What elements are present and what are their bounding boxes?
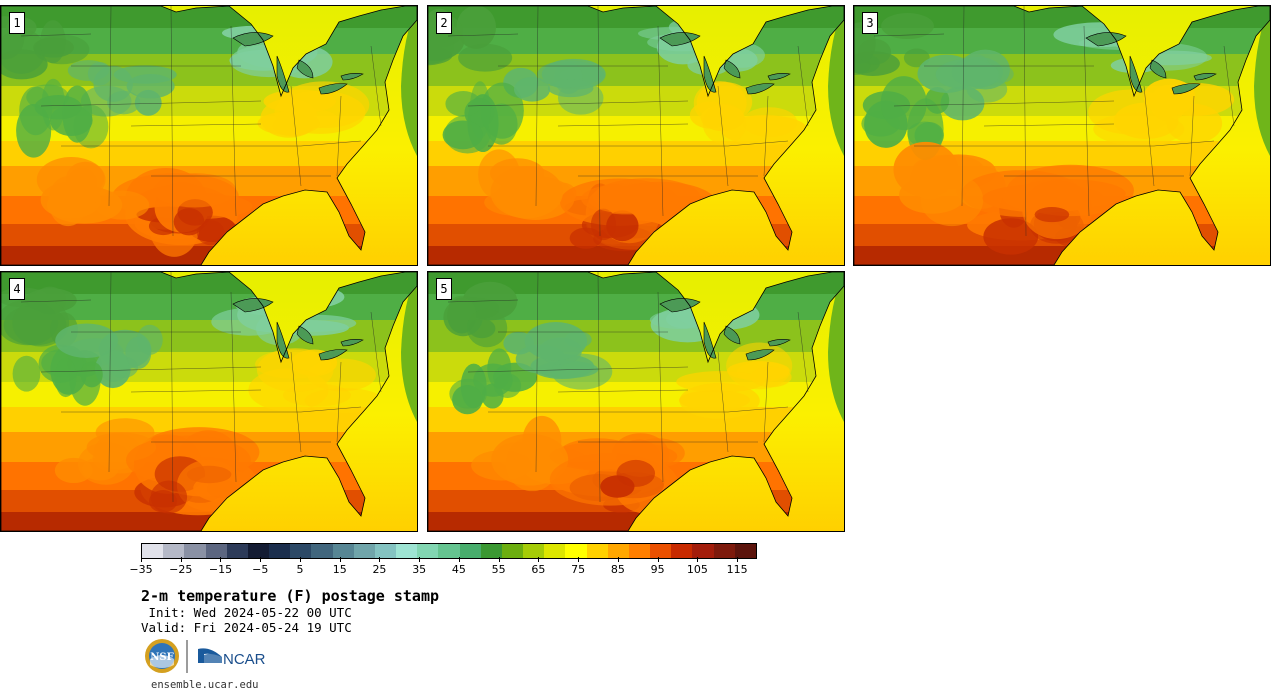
colorbar-tick-mark xyxy=(299,557,301,562)
colorbar-swatch xyxy=(205,544,227,558)
colorbar-swatch xyxy=(523,544,545,558)
colorbar-tick-label: 85 xyxy=(610,563,625,576)
colorbar-swatch xyxy=(142,544,164,558)
colorbar-tick-label: 105 xyxy=(686,563,708,576)
colorbar-swatch xyxy=(417,544,439,558)
colorbar-swatch xyxy=(290,544,312,558)
valid-time: Valid: Fri 2024-05-24 19 UTC xyxy=(141,620,352,635)
member-label: 5 xyxy=(436,278,452,300)
colorbar-swatch xyxy=(650,544,672,558)
colorbar-swatch xyxy=(628,544,651,558)
ncar-logo-icon: NCAR xyxy=(198,648,266,668)
colorbar-swatch xyxy=(480,544,502,558)
ensemble-member-map-4: 4 xyxy=(0,271,418,532)
temperature-map xyxy=(854,6,1270,265)
colorbar-swatch xyxy=(184,544,206,558)
colorbar-swatch xyxy=(692,544,714,558)
colorbar-tick-mark xyxy=(339,557,341,562)
colorbar-tick-label: 65 xyxy=(531,563,546,576)
website-url: ensemble.ucar.edu xyxy=(151,679,259,691)
ensemble-member-map-5: 5 xyxy=(427,271,845,532)
svg-text:NCAR: NCAR xyxy=(223,651,266,668)
colorbar-tick-mark xyxy=(737,557,739,562)
colorbar-tick-mark xyxy=(697,557,699,562)
temperature-map xyxy=(1,6,417,265)
member-label: 2 xyxy=(436,12,452,34)
colorbar-tick-mark xyxy=(498,557,500,562)
nsf-logo-icon: NSF xyxy=(145,639,179,673)
colorbar-swatch xyxy=(544,544,566,558)
colorbar-tick-label: −5 xyxy=(252,563,269,576)
colorbar-swatch xyxy=(311,544,333,558)
colorbar-swatch xyxy=(374,544,397,558)
colorbar-tick-mark xyxy=(220,557,222,562)
colorbar-swatch xyxy=(438,544,460,558)
colorbar-ticks: −35 −25 −15 −5 5 15 25 35 45 55 65 75 85 95 105 115 xyxy=(129,557,757,581)
colorbar-tick-mark xyxy=(458,557,460,562)
colorbar-tick-label: −35 xyxy=(129,563,153,576)
colorbar-tick-mark xyxy=(538,557,540,562)
colorbar-tick-label: 75 xyxy=(571,563,586,576)
colorbar-tick-label: 35 xyxy=(412,563,427,576)
colorbar-swatch xyxy=(247,544,270,558)
colorbar-swatch xyxy=(459,544,481,558)
colorbar-swatch xyxy=(671,544,693,558)
colorbar-tick-mark xyxy=(578,557,580,562)
colorbar-swatch xyxy=(607,544,629,558)
ensemble-member-map-1: 1 xyxy=(0,5,418,266)
colorbar-swatch xyxy=(565,544,587,558)
colorbar-swatch xyxy=(226,544,248,558)
colorbar-tick-mark xyxy=(419,557,421,562)
sponsor-logos: NSF NCAR xyxy=(145,639,266,673)
colorbar-swatch xyxy=(713,544,735,558)
colorbar-swatch xyxy=(332,544,354,558)
colorbar-tick-mark xyxy=(141,557,142,562)
colorbar-swatch xyxy=(353,544,375,558)
init-time: Init: Wed 2024-05-22 00 UTC xyxy=(141,605,352,620)
colorbar-tick-label: 25 xyxy=(372,563,387,576)
member-label: 3 xyxy=(862,12,878,34)
temperature-colorbar xyxy=(141,543,757,559)
colorbar-tick-label: −15 xyxy=(208,563,233,576)
colorbar-tick-label: 55 xyxy=(491,563,506,576)
temperature-map xyxy=(428,272,844,531)
colorbar-swatch xyxy=(586,544,608,558)
colorbar-swatch xyxy=(501,544,524,558)
member-label: 1 xyxy=(9,12,25,34)
ensemble-member-map-3: 3 xyxy=(853,5,1271,266)
svg-text:NSF: NSF xyxy=(150,652,173,663)
colorbar-tick-label: 95 xyxy=(650,563,665,576)
colorbar-swatch xyxy=(734,544,756,558)
colorbar-swatch xyxy=(396,544,418,558)
plot-title: 2-m temperature (F) postage stamp xyxy=(141,587,440,605)
ensemble-member-map-2: 2 xyxy=(427,5,845,266)
temperature-map xyxy=(1,272,417,531)
colorbar-tick-mark xyxy=(379,557,381,562)
colorbar-tick-label: 115 xyxy=(726,563,748,576)
temperature-map xyxy=(428,6,844,265)
member-label: 4 xyxy=(9,278,25,300)
colorbar-tick-label: −25 xyxy=(169,563,193,576)
colorbar-tick-label: 45 xyxy=(451,563,466,576)
colorbar-tick-mark xyxy=(260,557,262,562)
colorbar-tick-mark xyxy=(617,557,619,562)
colorbar-tick-label: 5 xyxy=(296,563,304,576)
colorbar-tick-mark xyxy=(657,557,659,562)
colorbar-tick-label: 15 xyxy=(332,563,347,576)
colorbar-swatch xyxy=(163,544,185,558)
colorbar-swatch xyxy=(269,544,291,558)
colorbar-tick-mark xyxy=(180,557,182,562)
